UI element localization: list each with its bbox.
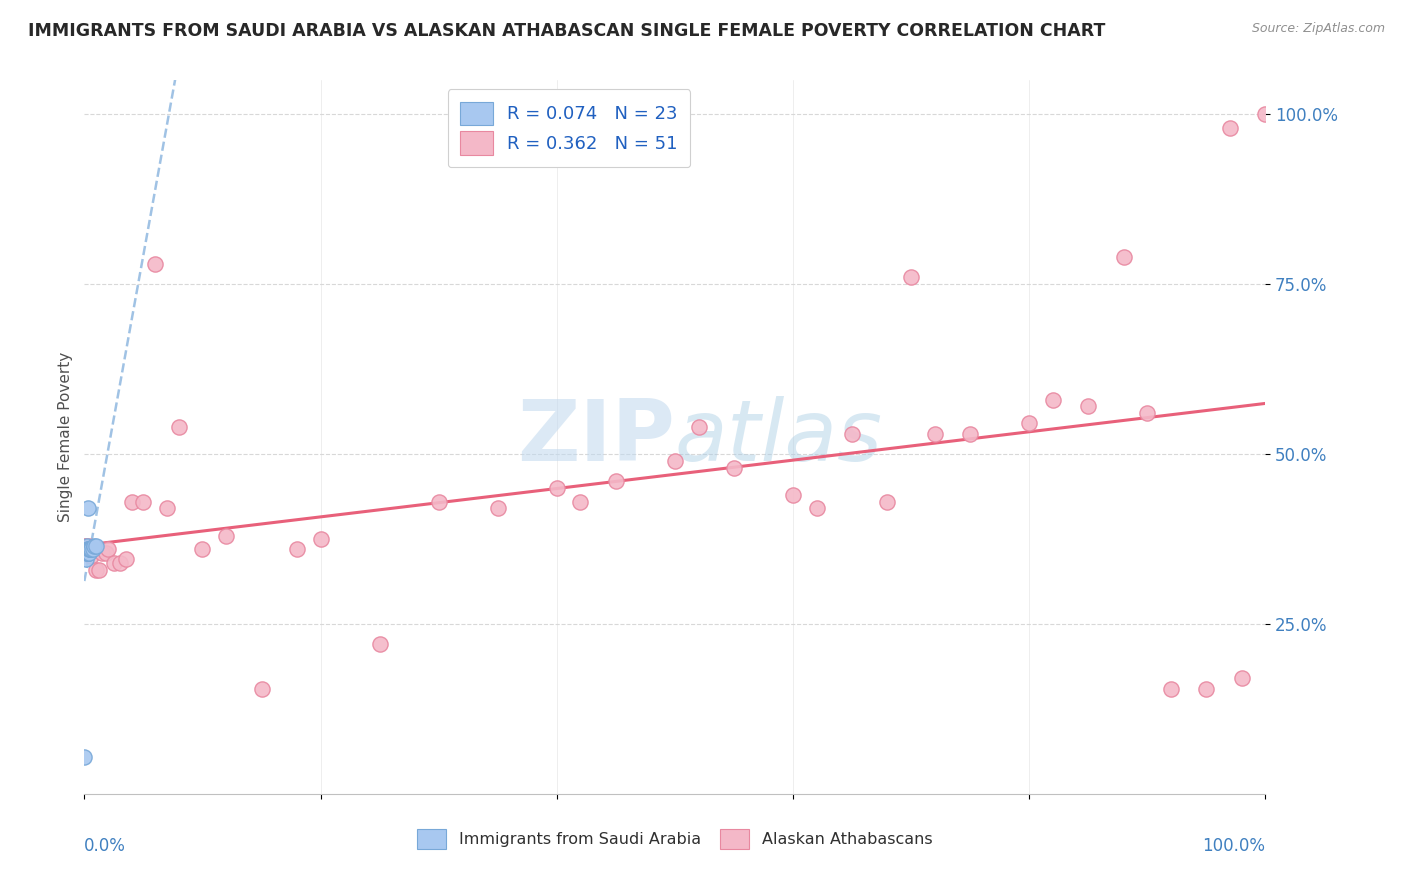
- Point: [79, 542, 101, 557]
- Point: [77, 546, 100, 560]
- Point: [75, 539, 97, 553]
- Point: [900, 270, 922, 285]
- Point: [1042, 392, 1064, 407]
- Point: [167, 420, 190, 434]
- Point: [75, 546, 97, 560]
- Point: [121, 494, 143, 508]
- Text: IMMIGRANTS FROM SAUDI ARABIA VS ALASKAN ATHABASCAN SINGLE FEMALE POVERTY CORRELA: IMMIGRANTS FROM SAUDI ARABIA VS ALASKAN …: [28, 22, 1105, 40]
- Point: [114, 552, 136, 566]
- Point: [1136, 406, 1159, 420]
- Point: [76, 542, 98, 557]
- Point: [76, 546, 98, 560]
- Point: [77, 546, 100, 560]
- Point: [688, 420, 710, 434]
- Point: [84, 563, 107, 577]
- Point: [76, 542, 98, 557]
- Point: [250, 681, 273, 696]
- Point: [73, 749, 96, 764]
- Point: [215, 528, 238, 542]
- Point: [77, 546, 100, 560]
- Point: [132, 494, 155, 508]
- Point: [77, 542, 100, 557]
- Point: [1077, 400, 1099, 414]
- Text: Source: ZipAtlas.com: Source: ZipAtlas.com: [1251, 22, 1385, 36]
- Point: [191, 542, 214, 557]
- Point: [569, 494, 592, 508]
- Point: [1160, 681, 1182, 696]
- Point: [1254, 107, 1277, 121]
- Text: atlas: atlas: [675, 395, 883, 479]
- Point: [605, 475, 627, 489]
- Point: [79, 542, 101, 557]
- Point: [876, 494, 898, 508]
- Point: [83, 542, 105, 557]
- Point: [156, 501, 179, 516]
- Point: [76, 546, 98, 560]
- Point: [546, 481, 568, 495]
- Point: [84, 539, 107, 553]
- Point: [368, 637, 391, 651]
- Point: [782, 488, 804, 502]
- Point: [77, 542, 100, 557]
- Point: [285, 542, 308, 557]
- Point: [924, 426, 946, 441]
- Legend: Immigrants from Saudi Arabia, Alaskan Athabascans: Immigrants from Saudi Arabia, Alaskan At…: [409, 821, 941, 857]
- Point: [76, 542, 98, 557]
- Y-axis label: Single Female Poverty: Single Female Poverty: [58, 352, 73, 522]
- Point: [76, 539, 98, 553]
- Point: [1018, 417, 1040, 431]
- Point: [486, 501, 509, 516]
- Point: [309, 532, 332, 546]
- Point: [83, 539, 105, 553]
- Text: 0.0%: 0.0%: [84, 837, 127, 855]
- Point: [77, 501, 100, 516]
- Point: [87, 563, 110, 577]
- Point: [77, 542, 100, 557]
- Point: [75, 552, 97, 566]
- Point: [94, 546, 117, 560]
- Point: [80, 549, 103, 563]
- Point: [103, 556, 125, 570]
- Point: [80, 542, 103, 557]
- Point: [841, 426, 863, 441]
- Point: [82, 542, 104, 557]
- Point: [77, 542, 100, 557]
- Point: [959, 426, 981, 441]
- Point: [77, 539, 100, 553]
- Point: [77, 542, 100, 557]
- Point: [73, 539, 96, 553]
- Point: [427, 494, 450, 508]
- Text: 100.0%: 100.0%: [1202, 837, 1265, 855]
- Point: [91, 546, 114, 560]
- Point: [1195, 681, 1218, 696]
- Point: [664, 454, 686, 468]
- Point: [143, 257, 166, 271]
- Point: [723, 460, 745, 475]
- Point: [1112, 250, 1135, 264]
- Point: [77, 546, 100, 560]
- Text: ZIP: ZIP: [517, 395, 675, 479]
- Point: [108, 556, 131, 570]
- Point: [1219, 120, 1241, 135]
- Point: [97, 542, 120, 557]
- Point: [1230, 671, 1253, 685]
- Point: [806, 501, 828, 516]
